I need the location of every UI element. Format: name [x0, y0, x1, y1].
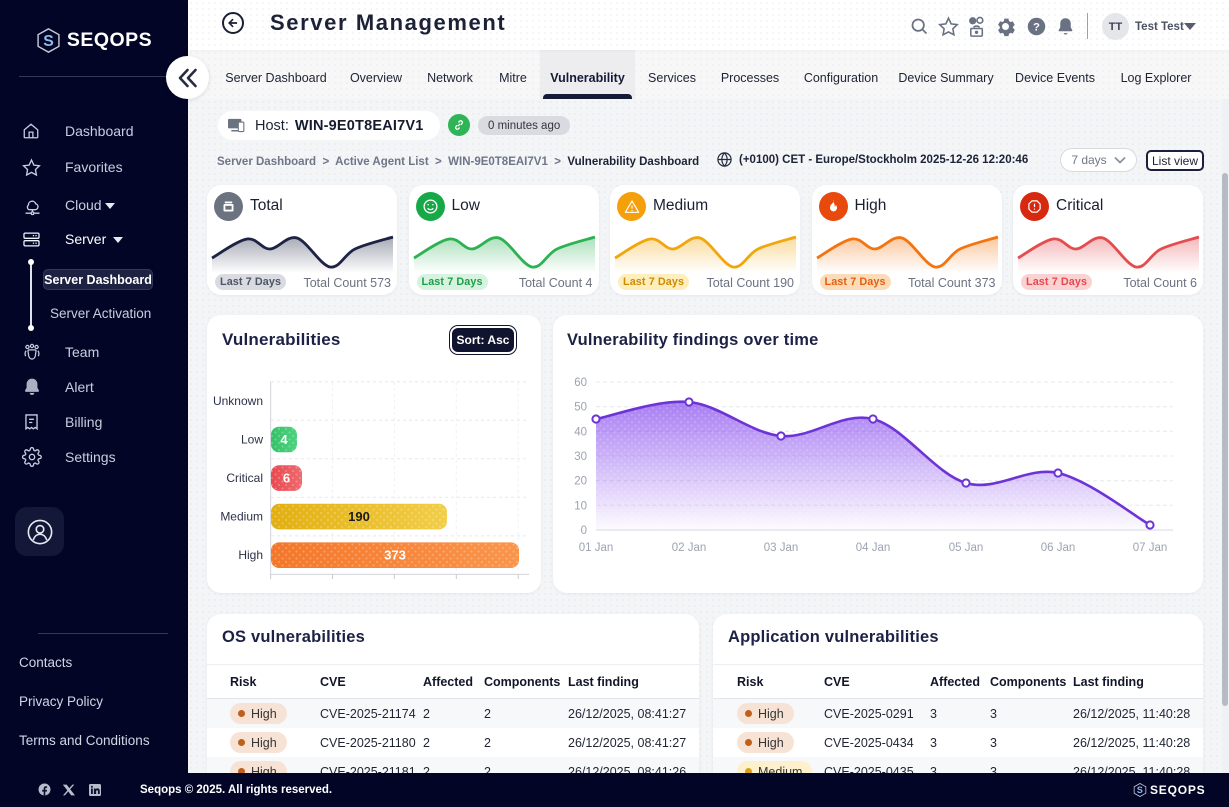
svg-text:07 Jan: 07 Jan [1133, 542, 1168, 554]
svg-text:60: 60 [574, 377, 587, 389]
svg-text:30: 30 [574, 451, 587, 463]
svg-text:Medium: Medium [220, 510, 263, 524]
svg-text:High: High [238, 548, 263, 562]
svg-text:S: S [1137, 785, 1143, 795]
svg-text:Critical: Critical [226, 471, 263, 485]
svg-text:04 Jan: 04 Jan [856, 542, 891, 554]
svg-text:06 Jan: 06 Jan [1041, 542, 1076, 554]
svg-text:10: 10 [574, 500, 587, 512]
svg-text:01 Jan: 01 Jan [579, 542, 614, 554]
svg-text:50: 50 [574, 402, 587, 414]
svg-text:4: 4 [280, 432, 288, 447]
svg-text:05 Jan: 05 Jan [949, 542, 984, 554]
svg-text:03 Jan: 03 Jan [764, 542, 799, 554]
svg-text:40: 40 [574, 426, 587, 438]
svg-text:6: 6 [283, 471, 290, 486]
svg-text:S: S [43, 32, 54, 49]
svg-text:373: 373 [384, 548, 406, 563]
svg-text:Low: Low [241, 433, 263, 447]
svg-text:190: 190 [348, 509, 370, 524]
svg-text:0: 0 [581, 525, 587, 537]
svg-text:Unknown: Unknown [213, 394, 263, 408]
svg-text:20: 20 [574, 476, 587, 488]
svg-text:02 Jan: 02 Jan [672, 542, 707, 554]
svg-text:?: ? [1033, 21, 1040, 33]
